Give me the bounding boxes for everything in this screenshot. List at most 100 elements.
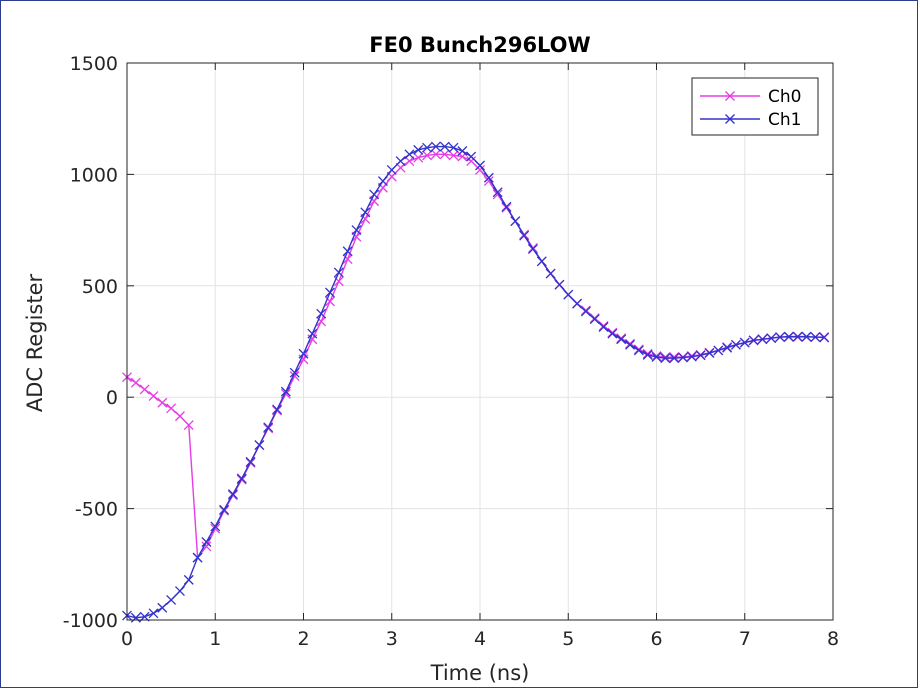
data-point-ch1	[192, 552, 203, 563]
data-point-ch1	[369, 189, 380, 200]
data-point-ch0	[660, 352, 671, 363]
data-point-ch0	[439, 149, 450, 160]
data-point-ch1	[625, 339, 635, 350]
data-point-ch1	[510, 216, 521, 227]
data-point-ch1	[580, 306, 591, 317]
data-point-ch1	[563, 289, 574, 300]
data-point-ch1	[775, 332, 786, 343]
legend-label-ch1: Ch1	[768, 110, 801, 130]
data-point-ch0	[642, 348, 653, 359]
data-point-ch1	[280, 386, 291, 397]
data-point-ch1	[554, 279, 565, 290]
data-point-ch0	[475, 164, 485, 175]
data-point-ch1	[792, 331, 803, 342]
data-point-ch1	[236, 473, 247, 484]
data-point-ch1	[660, 353, 671, 364]
data-point-ch1	[325, 287, 335, 298]
y-tick-label: 1500	[70, 53, 118, 75]
data-point-ch1	[263, 422, 274, 433]
legend-box	[691, 77, 819, 136]
data-point-ch0	[483, 176, 494, 187]
chart-title: FE0 Bunch296LOW	[369, 33, 590, 57]
data-point-ch1	[148, 608, 159, 619]
data-point-ch1	[519, 230, 530, 241]
data-point-ch1	[686, 351, 697, 362]
data-point-ch1	[448, 142, 459, 153]
data-point-ch1	[272, 404, 282, 415]
data-point-ch1	[316, 308, 327, 319]
series-layer	[122, 141, 830, 623]
data-point-ch1	[227, 489, 238, 500]
data-point-ch1	[475, 160, 485, 171]
data-point-ch1	[439, 141, 450, 152]
data-point-ch1	[157, 602, 168, 613]
data-point-ch1	[536, 256, 547, 267]
data-point-ch1	[466, 151, 477, 162]
data-point-ch1	[201, 537, 212, 547]
series-line-ch1	[126, 145, 825, 619]
x-tick-label: 5	[562, 628, 574, 650]
data-point-ch0	[148, 391, 159, 402]
data-point-ch1	[210, 521, 221, 532]
y-tick-label: -1000	[63, 610, 118, 632]
data-point-ch0	[466, 156, 477, 166]
data-point-ch1	[307, 328, 318, 339]
data-point-ch1	[748, 335, 759, 346]
data-point-ch0	[448, 150, 459, 161]
data-point-ch0	[166, 403, 177, 414]
data-point-ch1	[413, 144, 424, 155]
y-tick-label: -500	[75, 499, 118, 521]
data-point-ch0	[413, 152, 424, 163]
data-point-ch1	[183, 574, 194, 585]
data-point-ch0	[651, 351, 662, 361]
legend-label-ch0: Ch0	[768, 87, 801, 107]
data-point-ch1	[633, 345, 644, 356]
y-tick-label: 0	[106, 387, 118, 409]
data-point-ch0	[422, 150, 433, 161]
data-point-ch1	[377, 176, 388, 187]
grid-lines	[127, 63, 833, 620]
data-point-ch1	[254, 440, 265, 451]
x-tick-label: 0	[121, 628, 133, 650]
data-point-ch1	[298, 348, 309, 359]
data-point-ch1	[713, 345, 724, 356]
data-point-ch1	[739, 337, 750, 348]
data-point-ch0	[157, 397, 168, 408]
data-point-ch1	[245, 456, 256, 467]
x-tick-label: 4	[474, 628, 486, 650]
series-ch1	[122, 141, 830, 623]
x-tick-label: 6	[650, 628, 662, 650]
data-point-ch1	[527, 244, 538, 254]
x-tick-label: 3	[386, 628, 398, 650]
data-point-ch0	[201, 541, 212, 552]
x-tick-label: 7	[739, 628, 751, 650]
x-axis-label: Time (ns)	[430, 661, 530, 685]
data-point-ch1	[457, 146, 468, 156]
y-axis-label: ADC Register	[23, 273, 47, 412]
data-point-ch0	[139, 384, 150, 395]
y-tick-label: 1000	[70, 164, 118, 186]
axis-ticks: 0 1 2 3 4 5 6 7 8 -1000 -500 0 500 1000 1500	[63, 53, 839, 650]
data-point-ch1	[360, 207, 371, 218]
data-point-ch0	[669, 352, 680, 363]
data-point-ch1	[404, 149, 415, 160]
data-point-ch1	[704, 348, 715, 359]
data-point-ch1	[819, 332, 830, 343]
series-ch0	[122, 149, 830, 563]
data-point-ch1	[572, 298, 583, 309]
data-point-ch1	[730, 339, 741, 350]
data-point-ch1	[607, 328, 618, 339]
data-point-ch1	[757, 334, 768, 345]
data-point-ch0	[316, 316, 327, 327]
data-point-ch1	[722, 342, 733, 353]
data-point-ch1	[342, 246, 353, 257]
data-point-ch1	[642, 349, 653, 360]
data-point-ch0	[430, 149, 441, 160]
data-point-ch1	[174, 586, 185, 596]
x-tick-label: 2	[297, 628, 309, 650]
legend-marker-ch0	[725, 91, 735, 101]
x-tick-label: 1	[209, 628, 221, 650]
